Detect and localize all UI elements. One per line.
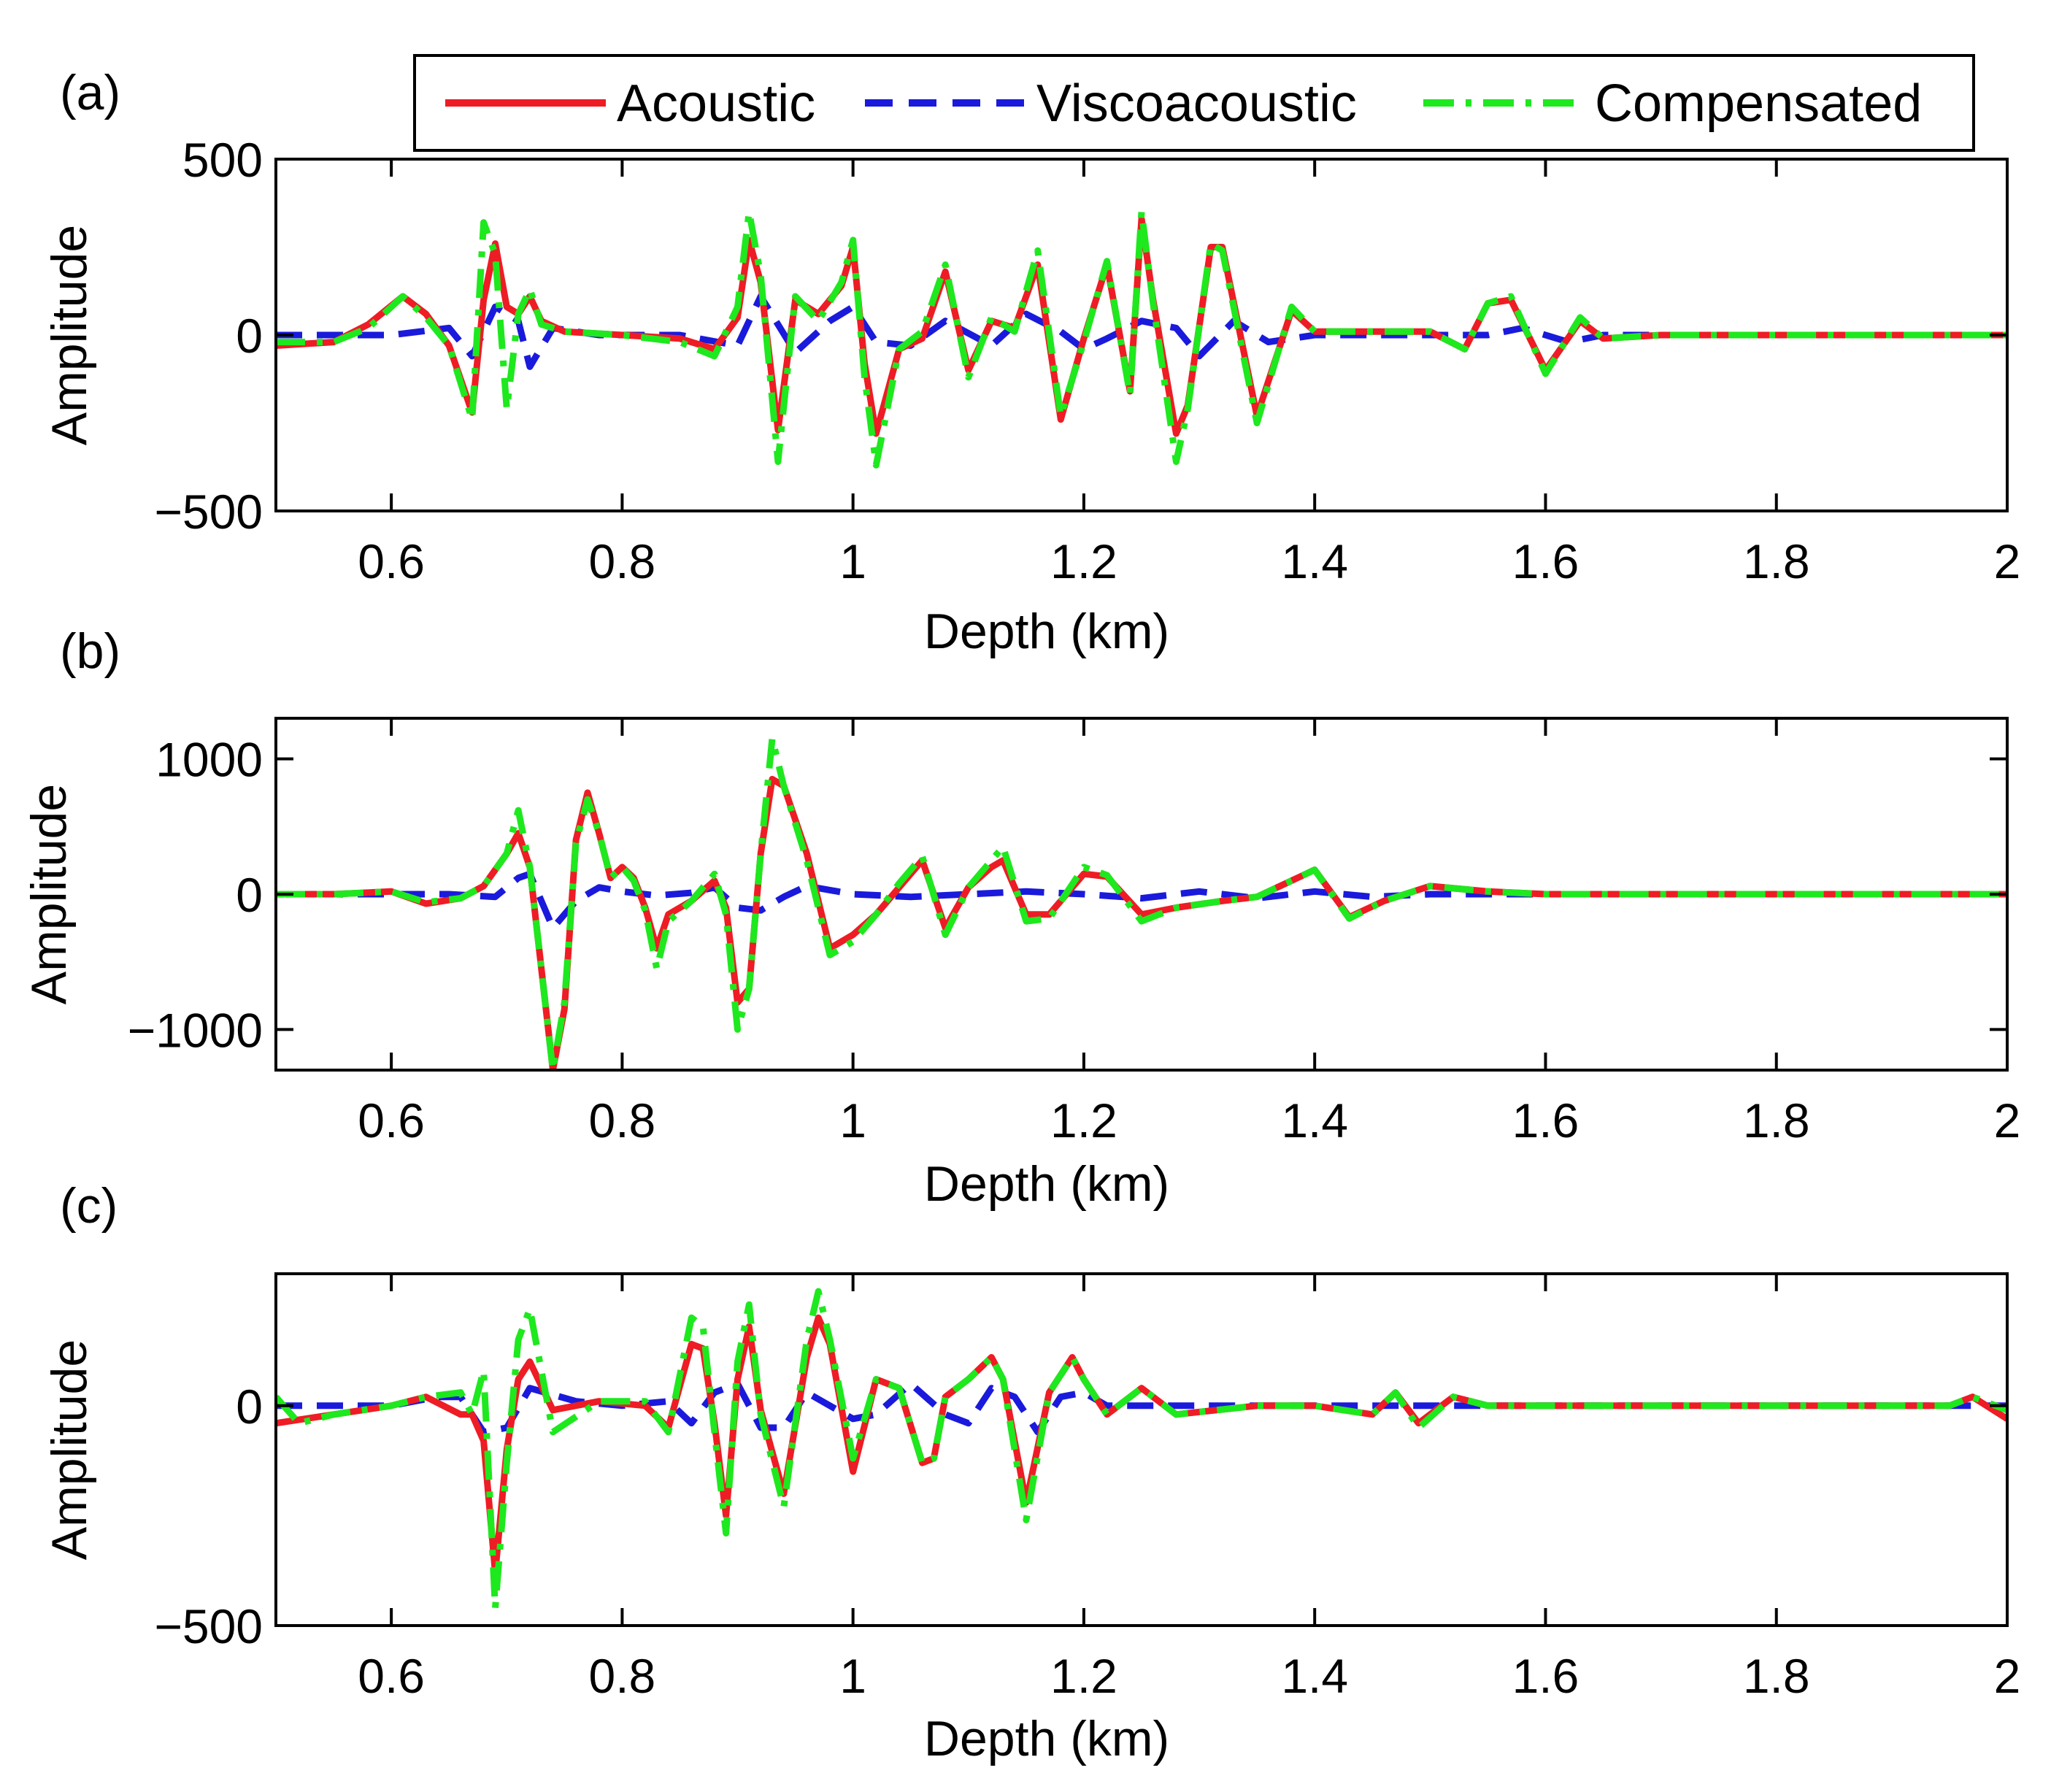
legend-label-viscoacoustic: Viscoacoustic <box>1036 74 1357 133</box>
x-tick-label: 2 <box>1994 1093 2021 1147</box>
y-tick-label: −1000 <box>128 1003 263 1057</box>
panel-c: 0.6 0.8 1 1.2 1.4 1.6 1.8 2 −500 0 Depth (km) Ampli… <box>42 1178 2020 1766</box>
x-tick-label: 1.2 <box>1050 534 1117 588</box>
y-tick-label: 0 <box>236 309 263 363</box>
x-tick-label: 0.8 <box>589 1649 656 1703</box>
x-tick-label: 1.6 <box>1512 1093 1579 1147</box>
x-tick-label: 0.6 <box>358 1649 425 1703</box>
y-axis-label: Amplitude <box>21 784 77 1004</box>
legend: Acoustic Viscoacoustic Compensated <box>415 55 1974 150</box>
x-tick-label: 1.8 <box>1743 534 1810 588</box>
x-tick-label: 1.8 <box>1743 1649 1810 1703</box>
x-axis-label: Depth (km) <box>924 604 1169 659</box>
x-tick-label: 0.8 <box>589 534 656 588</box>
y-axis-label: Amplitude <box>42 225 97 445</box>
x-tick-label: 1 <box>839 1649 866 1703</box>
x-tick-label: 1.2 <box>1050 1093 1117 1147</box>
panel-label: (a) <box>60 65 120 120</box>
x-tick-label: 0.6 <box>358 534 425 588</box>
legend-label-compensated: Compensated <box>1595 74 1922 133</box>
panel-b: 0.6 0.8 1 1.2 1.4 1.6 1.8 2 −1000 0 1000 Depth (km)… <box>21 623 2020 1212</box>
x-tick-label: 1.4 <box>1281 534 1348 588</box>
figure: 0.6 0.8 1 1.2 1.4 1.6 1.8 2 −500 0 500 Depth (km) Am… <box>0 0 2051 1792</box>
x-axis-label: Depth (km) <box>924 1156 1169 1212</box>
series-line-compensated <box>276 739 2007 1070</box>
series-line-compensated <box>276 212 2007 465</box>
x-tick-label: 1.2 <box>1050 1649 1117 1703</box>
panels: 0.6 0.8 1 1.2 1.4 1.6 1.8 2 −500 0 500 Depth (km) Am… <box>21 65 2020 1766</box>
x-tick-label: 1.8 <box>1743 1093 1810 1147</box>
x-tick-label: 1.4 <box>1281 1093 1348 1147</box>
series-line-compensated <box>276 1291 2007 1608</box>
legend-label-acoustic: Acoustic <box>617 74 815 133</box>
panel-a: 0.6 0.8 1 1.2 1.4 1.6 1.8 2 −500 0 500 Depth (km) Am… <box>42 65 2020 659</box>
y-axis-label: Amplitude <box>42 1339 97 1560</box>
y-tick-label: 1000 <box>155 733 263 787</box>
x-tick-label: 2 <box>1994 1649 2021 1703</box>
x-tick-label: 1 <box>839 1093 866 1147</box>
y-tick-label: −500 <box>154 485 263 539</box>
y-tick-label: 500 <box>182 133 263 187</box>
x-tick-label: 1.4 <box>1281 1649 1348 1703</box>
x-tick-label: 1.6 <box>1512 534 1579 588</box>
x-tick-label: 1 <box>839 534 866 588</box>
y-tick-label: 0 <box>236 868 263 922</box>
x-tick-label: 0.6 <box>358 1093 425 1147</box>
x-tick-label: 1.6 <box>1512 1649 1579 1703</box>
panel-label: (b) <box>60 623 120 679</box>
x-axis-label: Depth (km) <box>924 1711 1169 1766</box>
panel-label: (c) <box>60 1178 118 1234</box>
y-tick-label: 0 <box>236 1380 263 1434</box>
y-tick-label: −500 <box>154 1599 263 1653</box>
series-line-acoustic <box>276 1318 2007 1572</box>
x-tick-label: 2 <box>1994 534 2021 588</box>
x-tick-label: 0.8 <box>589 1093 656 1147</box>
